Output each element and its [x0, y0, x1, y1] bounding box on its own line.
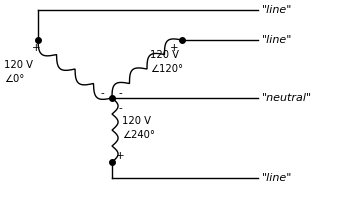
Text: "line": "line" — [262, 173, 292, 183]
Text: "neutral": "neutral" — [262, 93, 312, 103]
Text: 120 V
∠120°: 120 V ∠120° — [150, 50, 183, 74]
Text: "line": "line" — [262, 35, 292, 45]
Text: +: + — [32, 43, 40, 53]
Text: +: + — [170, 43, 178, 53]
Text: "line": "line" — [262, 5, 292, 15]
Text: -: - — [100, 88, 104, 98]
Text: -: - — [118, 103, 122, 113]
Text: 120 V
∠0°: 120 V ∠0° — [4, 60, 33, 84]
Text: 120 V
∠240°: 120 V ∠240° — [122, 116, 155, 140]
Text: -: - — [118, 88, 122, 98]
Text: +: + — [116, 151, 124, 161]
